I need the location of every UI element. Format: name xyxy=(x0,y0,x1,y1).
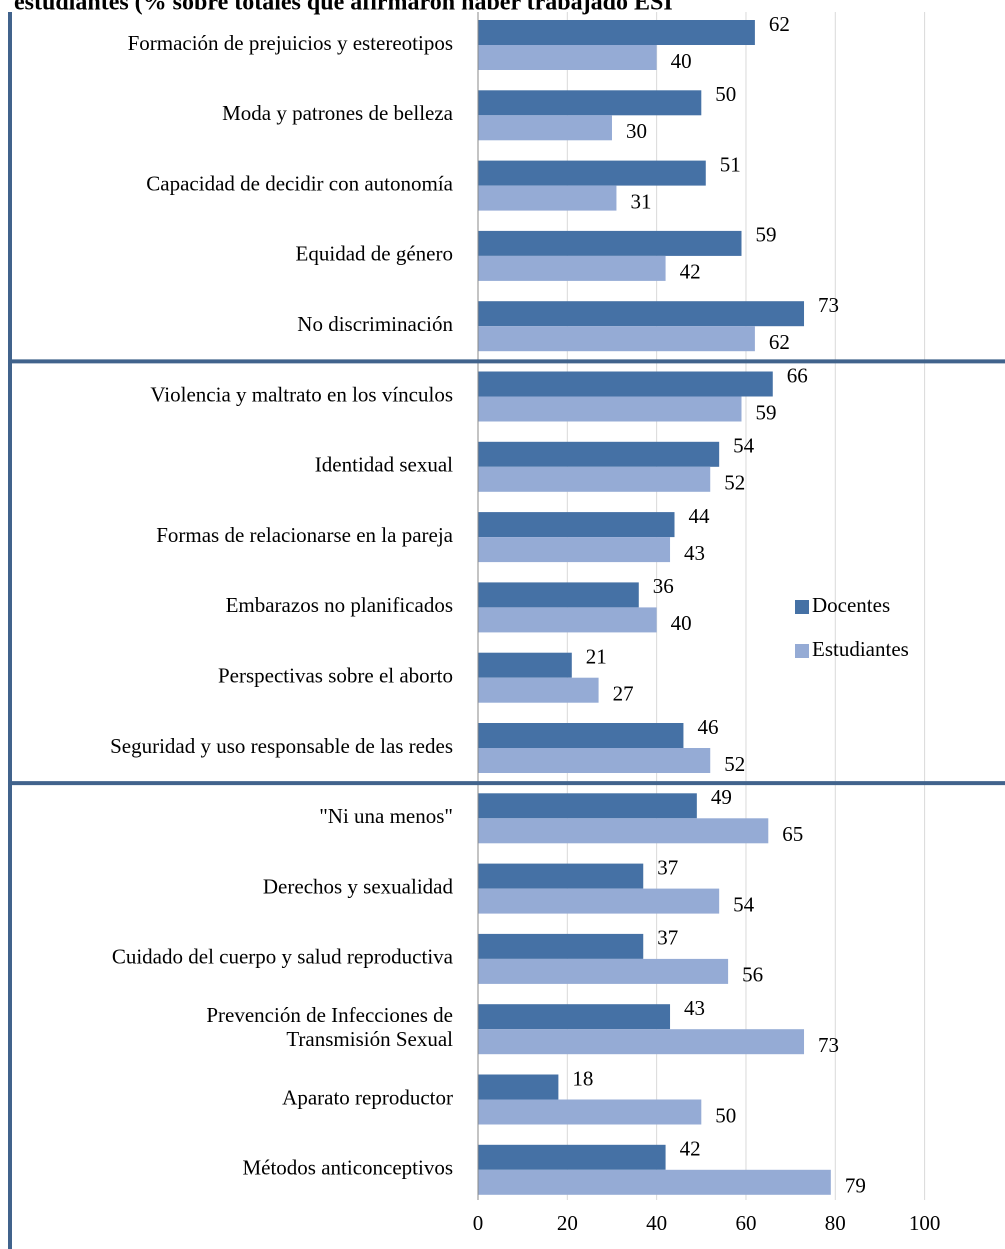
value-label: 52 xyxy=(724,471,745,495)
value-label: 46 xyxy=(697,715,718,739)
bar xyxy=(478,396,742,422)
value-label: 73 xyxy=(818,1033,839,1057)
value-label: 40 xyxy=(671,49,692,73)
bar xyxy=(478,888,720,914)
value-label: 36 xyxy=(653,574,674,598)
value-label: 51 xyxy=(720,152,741,176)
value-label: 79 xyxy=(845,1174,866,1198)
value-label: 59 xyxy=(756,223,777,247)
value-label: 40 xyxy=(671,611,692,635)
y-tick-label: Seguridad y uso responsable de las redes xyxy=(110,734,453,758)
value-label: 37 xyxy=(657,926,678,950)
bar xyxy=(478,160,706,186)
value-label: 62 xyxy=(769,330,790,354)
y-tick-label: Embarazos no planificados xyxy=(226,593,453,617)
legend-label: Estudiantes xyxy=(812,637,909,661)
bar xyxy=(478,582,639,608)
y-tick-label: Derechos y sexualidad xyxy=(263,874,454,898)
bar xyxy=(478,1004,671,1030)
y-tick-label: Perspectivas sobre el aborto xyxy=(218,664,453,688)
value-label: 43 xyxy=(684,541,705,565)
value-label: 50 xyxy=(715,1103,736,1127)
bar xyxy=(478,441,720,467)
y-tick-label: Formación de prejuicios y estereotipos xyxy=(128,31,453,55)
value-label: 37 xyxy=(657,855,678,879)
value-label: 56 xyxy=(742,963,763,987)
bar xyxy=(478,793,697,819)
legend-swatch xyxy=(795,644,809,658)
value-label: 65 xyxy=(782,822,803,846)
value-label: 27 xyxy=(613,682,634,706)
bar xyxy=(478,512,675,538)
value-label: 31 xyxy=(630,189,651,213)
bar xyxy=(478,863,644,889)
bar xyxy=(478,607,657,633)
x-tick-label: 20 xyxy=(557,1211,578,1235)
bar xyxy=(478,1029,805,1055)
bar xyxy=(478,1144,666,1170)
bar xyxy=(478,90,702,116)
bar xyxy=(478,723,684,748)
bar xyxy=(478,466,711,492)
value-label: 73 xyxy=(818,293,839,317)
bar xyxy=(478,371,773,397)
y-tick-label: Moda y patrones de belleza xyxy=(222,101,454,125)
bar xyxy=(478,1169,831,1195)
value-label: 21 xyxy=(586,645,607,669)
legend-swatch xyxy=(795,600,809,614)
value-label: 62 xyxy=(769,12,790,36)
bar xyxy=(478,230,742,256)
chart-title: estudiantes (% sobre totales que afirmar… xyxy=(14,0,673,16)
y-tick-label: Cuidado del cuerpo y salud reproductiva xyxy=(112,945,454,969)
bar xyxy=(478,677,599,703)
value-label: 42 xyxy=(680,1137,701,1161)
x-tick-label: 100 xyxy=(909,1211,941,1235)
bar xyxy=(478,326,755,352)
bar xyxy=(478,818,769,844)
value-label: 44 xyxy=(689,504,711,528)
value-label: 66 xyxy=(787,363,808,387)
value-label: 43 xyxy=(684,996,705,1020)
value-label: 59 xyxy=(756,400,777,424)
value-label: 50 xyxy=(715,82,736,106)
bar xyxy=(478,958,729,984)
y-tick-label: "Ni una menos" xyxy=(319,804,453,828)
value-label: 42 xyxy=(680,260,701,284)
value-label: 54 xyxy=(733,892,755,916)
x-tick-label: 40 xyxy=(646,1211,667,1235)
bar xyxy=(478,20,755,45)
bar xyxy=(478,1074,559,1100)
y-tick-label: No discriminación xyxy=(297,312,453,336)
x-tick-label: 60 xyxy=(735,1211,756,1235)
y-tick-label: Formas de relacionarse en la pareja xyxy=(156,523,453,547)
bar xyxy=(478,185,617,211)
y-tick-label: Identidad sexual xyxy=(315,453,453,477)
value-label: 30 xyxy=(626,119,647,143)
y-tick-label: Equidad de género xyxy=(296,242,453,266)
bar xyxy=(478,537,671,563)
bar xyxy=(478,115,612,141)
x-tick-label: 0 xyxy=(473,1211,484,1235)
value-label: 54 xyxy=(733,434,755,458)
bar xyxy=(478,301,805,327)
bar xyxy=(478,1099,702,1125)
bar xyxy=(478,933,644,959)
bar xyxy=(478,45,657,70)
bar xyxy=(478,748,711,773)
value-label: 52 xyxy=(724,752,745,776)
value-label: 18 xyxy=(572,1066,593,1090)
x-tick-label: 80 xyxy=(825,1211,846,1235)
legend-label: Docentes xyxy=(812,593,890,617)
y-tick-label: Prevención de Infecciones de Transmisión … xyxy=(206,1003,453,1051)
y-tick-label: Violencia y maltrato en los vínculos xyxy=(150,382,453,406)
value-label: 49 xyxy=(711,785,732,809)
y-tick-label: Aparato reproductor xyxy=(282,1085,453,1109)
bar xyxy=(478,255,666,281)
y-tick-label: Capacidad de decidir con autonomía xyxy=(146,171,453,195)
y-tick-label: Métodos anticonceptivos xyxy=(242,1156,453,1180)
bar xyxy=(478,652,572,678)
